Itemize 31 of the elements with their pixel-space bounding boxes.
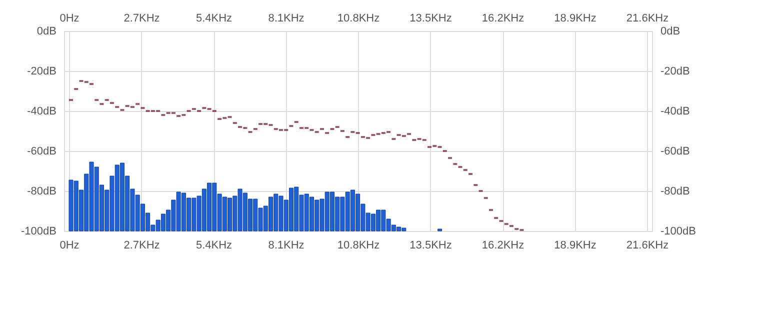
x2-tick-label: 0Hz — [60, 240, 80, 252]
y2-tick-label: 0dB — [660, 26, 680, 38]
y2-tick-label: -80dB — [660, 186, 690, 198]
x2-tick-label: 5.4KHz — [196, 240, 232, 252]
x2-tick-label: 21.6KHz — [626, 240, 669, 252]
y-tick-label: -100dB — [21, 226, 56, 238]
x2-tick-label: 18.9KHz — [554, 240, 596, 252]
x2-tick-label: 10.8KHz — [337, 240, 380, 252]
y-tick-label: -60dB — [27, 146, 56, 158]
x2-tick-label: 8.1KHz — [268, 240, 304, 252]
y2-tick-label: -40dB — [660, 106, 690, 118]
x-tick-label: 18.9KHz — [554, 12, 596, 24]
x-tick-label: 13.5KHz — [410, 12, 452, 24]
y-tick-label: -80dB — [27, 186, 56, 198]
y-tick-label: 0dB — [36, 26, 56, 38]
y2-tick-label: -20dB — [660, 66, 690, 78]
x-tick-label: 2.7KHz — [124, 12, 160, 24]
x2-tick-label: 13.5KHz — [410, 240, 452, 252]
x-tick-label: 5.4KHz — [196, 12, 232, 24]
x-tick-label: 16.2KHz — [482, 12, 524, 24]
y-tick-label: -20dB — [27, 66, 56, 78]
y2-tick-label: -100dB — [660, 226, 696, 238]
x-tick-label: 10.8KHz — [337, 12, 380, 24]
x-tick-label: 8.1KHz — [268, 12, 304, 24]
x2-tick-label: 16.2KHz — [482, 240, 524, 252]
x-tick-label: 0Hz — [60, 12, 80, 24]
x-tick-label: 21.6KHz — [626, 12, 669, 24]
y-tick-label: -40dB — [27, 106, 56, 118]
x2-tick-label: 2.7KHz — [124, 240, 160, 252]
bar — [438, 228, 442, 232]
y2-tick-label: -60dB — [660, 146, 690, 158]
